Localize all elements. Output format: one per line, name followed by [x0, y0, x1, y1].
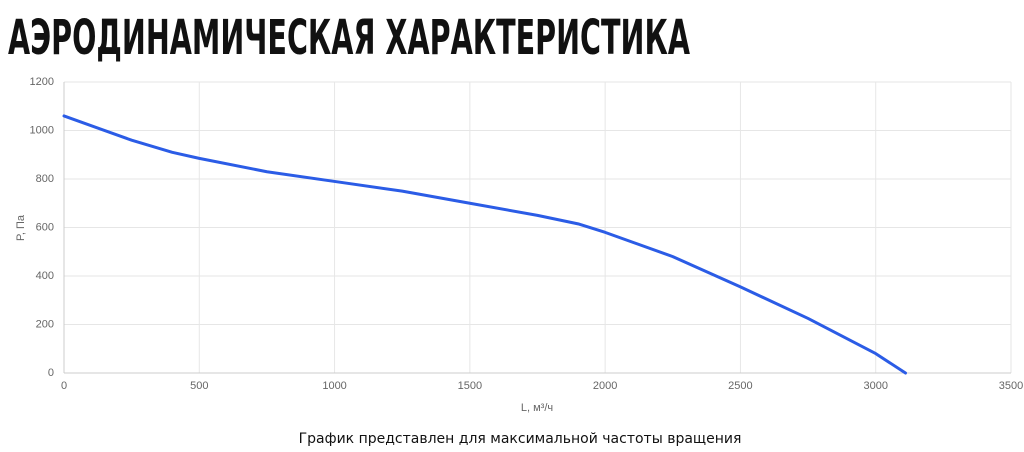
chart-note: График представлен для максимальной част…	[299, 431, 742, 447]
x-tick-label: 1000	[322, 380, 346, 392]
x-axis-label: L, м³/ч	[521, 402, 553, 414]
x-tick-label: 3500	[999, 380, 1023, 392]
y-axis-label: P, Па	[15, 214, 27, 241]
data-line	[62, 114, 907, 375]
chart-title: АЭРОДИНАМИЧЕСКАЯ ХАРАКТЕРИСТИКА	[8, 10, 690, 66]
x-tick-label: 500	[190, 380, 208, 392]
x-tick-label: 2500	[728, 380, 752, 392]
y-tick-label: 0	[48, 367, 54, 379]
x-tick-label: 0	[61, 380, 67, 392]
x-tick-label: 2000	[593, 380, 617, 392]
y-tick-label: 400	[36, 270, 54, 282]
y-tick-label: 600	[36, 221, 54, 233]
x-tick-label: 3000	[863, 380, 887, 392]
y-tick-label: 1200	[30, 76, 54, 88]
y-tick-label: 200	[36, 318, 54, 330]
y-tick-label: 1000	[30, 124, 54, 136]
x-tick-label: 1500	[458, 380, 482, 392]
y-tick-label: 800	[36, 173, 54, 185]
